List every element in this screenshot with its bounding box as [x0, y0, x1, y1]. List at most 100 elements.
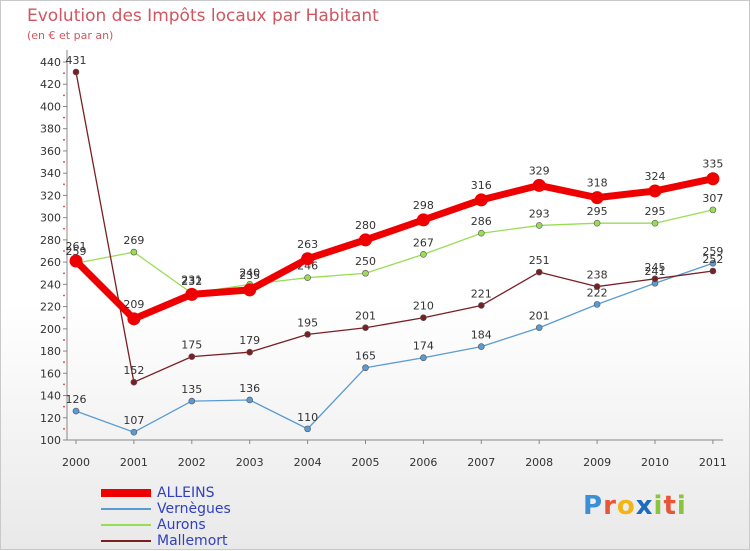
data-point-vernegues: [130, 428, 138, 436]
data-label-aurons: 267: [413, 236, 434, 249]
data-label-mallemort: 152: [123, 364, 144, 377]
data-label-mallemort: 251: [529, 254, 550, 267]
y-tick-label: 340: [40, 167, 61, 180]
x-tick-label: 2001: [120, 456, 148, 469]
data-label-vernegues: 107: [123, 414, 144, 427]
data-label-mallemort: 201: [355, 310, 376, 323]
data-label-aurons: 232: [181, 275, 202, 288]
data-point-mallemort: [651, 275, 659, 283]
y-minor-dot: [63, 250, 65, 252]
x-tick-label: 2011: [699, 456, 727, 469]
y-tick-label: 120: [40, 412, 61, 425]
data-point-aurons: [477, 229, 485, 237]
x-tick-label: 2002: [178, 456, 206, 469]
data-point-aurons: [709, 206, 717, 214]
data-point-vernegues: [420, 354, 427, 362]
legend-swatch-aurons: [101, 524, 151, 526]
data-point-mallemort: [130, 378, 138, 386]
data-point-mallemort: [593, 283, 601, 290]
data-point-vernegues: [304, 425, 311, 433]
y-tick-label: 360: [40, 145, 61, 158]
y-minor-dot: [63, 405, 65, 408]
y-tick-label: 300: [40, 212, 61, 225]
y-tick-label: 260: [40, 256, 61, 269]
data-point-mallemort: [72, 68, 80, 76]
data-label-vernegues: 174: [413, 340, 434, 353]
x-tick-label: 2006: [409, 456, 437, 469]
y-minor-dot: [63, 427, 65, 430]
legend-label-vernegues: Vernègues: [157, 501, 231, 517]
data-point-alleins: [590, 191, 604, 205]
y-minor-dot: [63, 339, 65, 341]
legend-item-aurons: Aurons: [101, 517, 231, 533]
data-point-alleins: [243, 283, 257, 297]
data-label-alleins: 316: [471, 179, 492, 192]
logo-letter: o: [616, 491, 636, 521]
data-label-vernegues: 135: [181, 383, 202, 396]
y-minor-dot: [63, 361, 65, 364]
data-point-aurons: [304, 274, 311, 281]
y-tick-label: 280: [40, 234, 61, 247]
x-tick-label: 2007: [467, 456, 495, 469]
logo-letter: x: [635, 491, 654, 521]
y-tick-label: 200: [40, 323, 61, 336]
x-tick-label: 2008: [525, 456, 553, 469]
chart-title: Evolution des Impôts locaux par Habitant: [27, 6, 379, 26]
data-point-mallemort: [304, 331, 311, 338]
y-tick-label: 320: [40, 189, 61, 202]
data-label-aurons: 250: [355, 255, 376, 268]
y-minor-dot: [63, 205, 65, 208]
data-point-vernegues: [246, 396, 253, 404]
legend-label-aurons: Aurons: [157, 517, 206, 533]
data-label-alleins: 298: [413, 199, 434, 212]
data-label-alleins: 235: [239, 269, 260, 282]
data-point-aurons: [651, 219, 659, 227]
data-label-aurons: 295: [587, 205, 608, 218]
data-label-alleins: 318: [587, 177, 608, 190]
series-line-aurons: [75, 209, 714, 294]
data-label-alleins: 324: [645, 170, 666, 183]
y-tick-label: 240: [40, 278, 61, 291]
data-label-alleins: 280: [355, 219, 376, 232]
y-minor-dot: [63, 138, 65, 141]
data-label-vernegues: 126: [66, 393, 87, 406]
y-minor-dot: [63, 294, 65, 297]
y-minor-dot: [63, 272, 65, 275]
data-point-alleins: [185, 287, 199, 301]
legend-swatch-alleins: [101, 489, 151, 497]
logo-letter: i: [653, 491, 664, 521]
data-label-vernegues: 110: [297, 411, 318, 424]
data-label-vernegues: 259: [702, 245, 723, 258]
data-point-vernegues: [709, 259, 717, 267]
data-label-aurons: 295: [645, 205, 666, 218]
data-label-mallemort: 245: [645, 261, 666, 274]
data-label-vernegues: 201: [529, 310, 550, 323]
data-point-aurons: [535, 222, 543, 229]
y-minor-dot: [63, 316, 65, 319]
y-tick-label: 400: [40, 100, 61, 113]
legend-label-alleins: ALLEINS: [157, 485, 215, 501]
logo-letter: P: [583, 491, 604, 521]
series-line-vernegues: [75, 262, 714, 433]
data-point-alleins: [359, 233, 372, 247]
data-label-mallemort: 221: [471, 287, 492, 300]
data-point-vernegues: [72, 407, 80, 415]
proxiti-logo: Proxiti: [583, 491, 687, 521]
data-label-vernegues: 222: [587, 286, 608, 299]
y-minor-dot: [63, 183, 65, 186]
data-point-aurons: [130, 248, 138, 256]
series-line-alleins: [72, 175, 717, 323]
data-label-alleins: 231: [181, 273, 202, 286]
x-tick-label: 2010: [641, 456, 669, 469]
data-point-vernegues: [477, 343, 485, 350]
data-point-alleins: [474, 193, 488, 207]
x-tick-label: 2009: [583, 456, 611, 469]
data-label-alleins: 335: [702, 158, 723, 171]
data-label-mallemort: 431: [66, 54, 87, 67]
series-line-mallemort: [75, 71, 714, 383]
y-tick-label: 420: [40, 78, 61, 91]
data-label-vernegues: 136: [239, 382, 260, 395]
y-tick-label: 140: [40, 390, 61, 403]
data-label-mallemort: 175: [181, 339, 202, 352]
data-point-vernegues: [593, 301, 601, 308]
